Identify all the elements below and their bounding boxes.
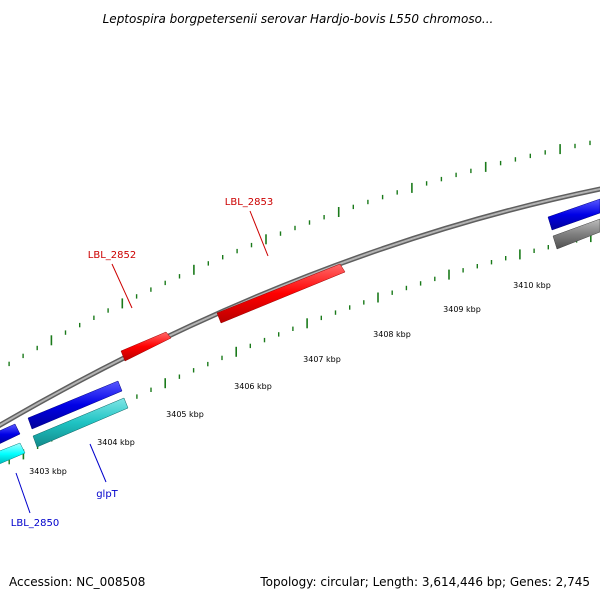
gene-label-lbl-2853[interactable]: LBL_2853 bbox=[225, 197, 273, 208]
scale-label: 3410 kbp bbox=[513, 281, 551, 290]
outer-tick-row bbox=[8, 140, 591, 367]
scale-label: 3406 kbp bbox=[234, 382, 272, 391]
gene-label-glpt[interactable]: glpT bbox=[96, 489, 118, 500]
lbl-2852-callout-line bbox=[111, 263, 133, 309]
scale-label: 3408 kbp bbox=[373, 330, 411, 339]
gene-blue-left-edge[interactable] bbox=[0, 423, 21, 445]
gene-blue-right-edge[interactable] bbox=[547, 198, 600, 231]
chromosome-backbone bbox=[0, 186, 600, 429]
gene-lbl-2852-arrow[interactable] bbox=[120, 331, 172, 362]
lbl-2853-callout-line bbox=[249, 210, 269, 257]
scale-label: 3403 kbp bbox=[29, 467, 67, 476]
inner-tick-row bbox=[8, 232, 592, 465]
genome-summary-text: Topology: circular; Length: 3,614,446 bp… bbox=[259, 575, 590, 589]
gene-forward-blue-arrow[interactable] bbox=[27, 380, 123, 430]
map-title: Leptospira borgpetersenii serovar Hardjo… bbox=[103, 12, 494, 26]
accession-text: Accession: NC_008508 bbox=[9, 575, 145, 589]
scale-label: 3407 kbp bbox=[303, 355, 341, 364]
chromosome-backbone-highlight bbox=[0, 188, 600, 427]
scale-label: 3404 kbp bbox=[97, 438, 135, 447]
gene-gray-right-edge[interactable] bbox=[552, 218, 600, 250]
glpt-callout-line bbox=[89, 443, 107, 483]
gene-glpt-arrow[interactable] bbox=[32, 397, 129, 448]
scale-label: 3405 kbp bbox=[166, 410, 204, 419]
lbl-2850-callout-line bbox=[15, 472, 31, 514]
gene-lbl-2850-arrow[interactable] bbox=[0, 442, 26, 465]
scale-label: 3409 kbp bbox=[443, 305, 481, 314]
gene-label-lbl-2850[interactable]: LBL_2850 bbox=[11, 518, 59, 529]
gene-label-lbl-2852[interactable]: LBL_2852 bbox=[88, 250, 136, 261]
gene-lbl-2853-arrow[interactable] bbox=[216, 263, 346, 324]
